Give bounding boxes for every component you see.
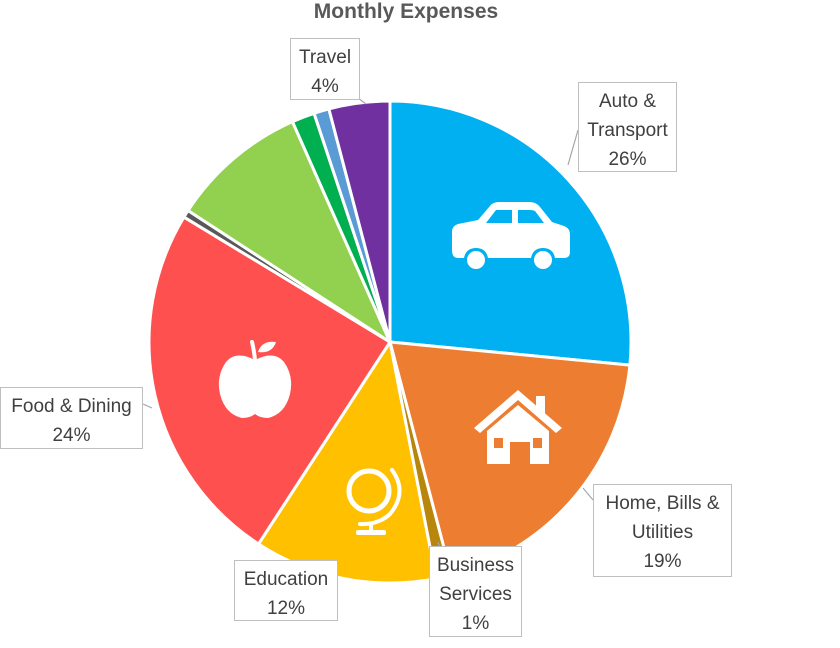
callout-percent: 24% bbox=[52, 425, 91, 446]
house-icon bbox=[474, 390, 562, 464]
slice-icons bbox=[218, 202, 570, 535]
callout-label-line: Business bbox=[436, 555, 515, 576]
pie-slices bbox=[147, 99, 633, 585]
callout-label-line: Food & Dining bbox=[11, 396, 132, 417]
callout-home-bills-utilities: Home, Bills & Utilities 19% bbox=[593, 484, 732, 577]
leader-line-food bbox=[142, 403, 153, 409]
leader-line-home bbox=[582, 487, 594, 501]
leader-line-auto bbox=[567, 129, 579, 166]
callout-label-line: Education bbox=[243, 569, 329, 590]
callout-percent: 4% bbox=[311, 76, 339, 97]
callout-education: Education 12% bbox=[234, 560, 338, 621]
callout-auto-transport: Auto & Transport 26% bbox=[578, 82, 677, 172]
callout-percent: 1% bbox=[461, 613, 490, 634]
car-icon bbox=[452, 202, 570, 269]
callout-travel: Travel 4% bbox=[290, 38, 360, 100]
pie-slice-education bbox=[257, 340, 438, 585]
globe-icon bbox=[346, 468, 402, 535]
callout-percent: 26% bbox=[608, 149, 647, 170]
callout-label-line: Auto & bbox=[598, 91, 657, 112]
callout-percent: 19% bbox=[643, 551, 682, 572]
apple-icon bbox=[218, 340, 292, 418]
pie-slice-travel bbox=[327, 99, 392, 344]
callout-business-services: Business Services 1% bbox=[429, 546, 522, 637]
callout-food-dining: Food & Dining 24% bbox=[0, 387, 143, 449]
callout-label-line: Utilities bbox=[631, 522, 694, 543]
callout-label-line: Services bbox=[439, 584, 512, 605]
pie-slice-unlabeled-6 bbox=[186, 120, 392, 344]
callout-percent: 12% bbox=[266, 598, 306, 619]
callout-label-line: Travel bbox=[298, 47, 352, 68]
callout-label-line: Home, Bills & bbox=[605, 493, 720, 514]
callout-label-line: Transport bbox=[587, 120, 668, 141]
chart-title: Monthly Expenses bbox=[313, 0, 499, 23]
